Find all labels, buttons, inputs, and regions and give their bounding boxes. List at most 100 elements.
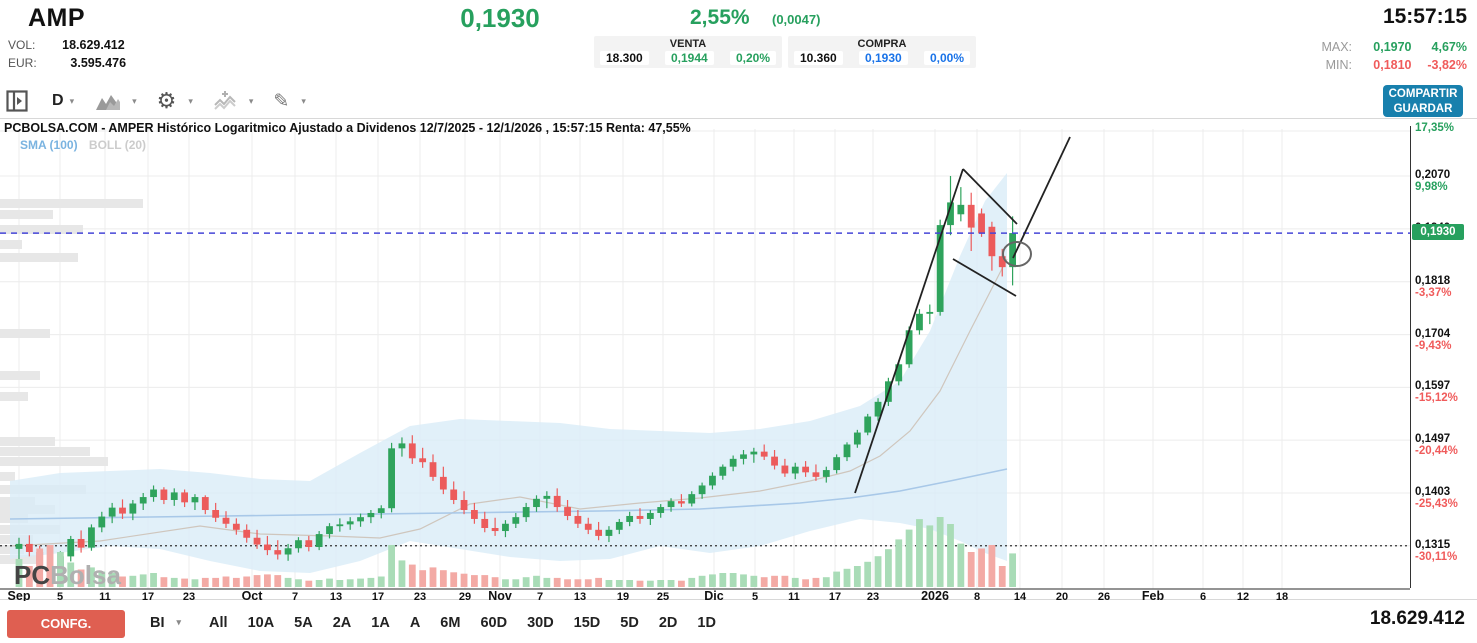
range-button-2A[interactable]: 2A (332, 615, 352, 631)
range-button-30D[interactable]: 30D (527, 615, 554, 631)
range-button-1D[interactable]: 1D (697, 615, 716, 631)
range-button-6M[interactable]: 6M (440, 615, 461, 631)
settings-gear-icon[interactable]: ⚙ (156, 88, 177, 113)
x-tick-label[interactable]: 2026 (921, 589, 949, 603)
legend-boll[interactable]: BOLL (20) (88, 138, 147, 152)
range-button-5A[interactable]: 5A (294, 615, 313, 631)
block-selector-caret-icon[interactable]: ▾ (176, 617, 182, 627)
candle-body (584, 523, 592, 530)
vol-label: VOL: (8, 38, 36, 52)
volume-bar (160, 577, 168, 587)
x-tick-label[interactable]: 17 (142, 591, 154, 603)
volume-profile-bar (0, 225, 83, 234)
x-tick-label[interactable]: 7 (537, 591, 543, 603)
share-save-button[interactable]: COMPARTIR GUARDAR (1383, 85, 1463, 117)
candle-body (522, 507, 530, 518)
candle-body (429, 462, 437, 477)
x-tick-label[interactable]: 18 (1276, 591, 1288, 603)
interval-selector[interactable]: D (52, 92, 64, 109)
x-tick-label[interactable]: Oct (242, 589, 264, 603)
volume-bar (295, 579, 302, 587)
volume-profile-bar (0, 472, 15, 481)
range-button-A[interactable]: A (409, 615, 421, 631)
candle-body (936, 225, 944, 312)
interval-caret-icon[interactable]: ▾ (69, 95, 75, 106)
panel-toggle-icon[interactable] (6, 90, 28, 112)
chart-type-icon[interactable] (96, 92, 121, 110)
chart-type-caret-icon[interactable]: ▾ (132, 95, 137, 106)
candle-body (419, 458, 427, 463)
x-tick-label[interactable]: 20 (1056, 591, 1068, 603)
x-tick-label[interactable]: 13 (330, 591, 342, 603)
x-tick-label[interactable]: Nov (488, 589, 512, 603)
x-tick-label[interactable]: 5 (752, 591, 758, 603)
volume-bar (864, 561, 872, 587)
add-indicator-icon[interactable] (213, 91, 237, 111)
x-tick-label[interactable]: 12 (1237, 591, 1249, 603)
volume-bar (967, 552, 975, 587)
range-button-2D[interactable]: 2D (658, 615, 678, 631)
x-tick-label[interactable]: 7 (292, 591, 298, 603)
x-tick-label[interactable]: 23 (867, 591, 879, 603)
volume-bar (336, 580, 344, 587)
circle-annotation[interactable] (1002, 241, 1032, 267)
x-tick-label[interactable]: 17 (829, 591, 841, 603)
range-selector: BI ▾ All 10A 5A 2A 1A A 6M 60D 30D 15D 5D 2D 1D (140, 610, 726, 636)
volume-profile-bar (0, 437, 55, 446)
candle-body (305, 540, 313, 548)
draw-caret-icon[interactable]: ▾ (301, 95, 306, 106)
trend-line[interactable] (962, 168, 1018, 225)
range-button-5D[interactable]: 5D (620, 615, 639, 631)
x-tick-label[interactable]: 23 (414, 591, 426, 603)
x-tick-label[interactable]: 26 (1098, 591, 1110, 603)
candle-body (67, 538, 75, 557)
trend-line[interactable] (952, 258, 1017, 297)
volume-bar (191, 579, 199, 587)
x-tick-label[interactable]: 14 (1014, 591, 1027, 603)
trend-line[interactable] (1012, 136, 1071, 259)
y-tick-label: 0,1403 -25,43% (1415, 485, 1458, 510)
range-button-60D[interactable]: 60D (480, 615, 508, 631)
candle-body (346, 521, 354, 525)
block-selector[interactable]: BI (150, 615, 165, 631)
x-tick-label[interactable]: 11 (788, 591, 800, 603)
x-tick-label[interactable]: 6 (1200, 591, 1206, 603)
candle-body (222, 517, 230, 524)
range-button-15D[interactable]: 15D (573, 615, 601, 631)
x-tick-label[interactable]: Dic (704, 589, 724, 603)
volume-bar (253, 575, 261, 587)
x-tick-label[interactable]: 8 (974, 591, 980, 603)
settings-caret-icon[interactable]: ▾ (188, 95, 193, 106)
range-button-1A[interactable]: 1A (371, 615, 390, 631)
range-button-All[interactable]: All (209, 615, 228, 631)
volume-bar (750, 575, 758, 587)
volume-bar (791, 577, 799, 587)
legend-sma[interactable]: SMA (100) (20, 138, 78, 152)
add-indicator-caret-icon[interactable]: ▾ (248, 95, 254, 106)
range-button-10A[interactable]: 10A (247, 615, 275, 631)
watermark: PCBolsa (14, 560, 121, 590)
config-button[interactable]: CONFG. (7, 610, 125, 638)
volume-bar (108, 573, 116, 587)
volume-bar (150, 573, 157, 587)
candle-body (243, 529, 251, 538)
x-tick-label[interactable]: 19 (617, 591, 629, 603)
trend-line[interactable] (854, 168, 964, 494)
x-tick-label[interactable]: 5 (57, 591, 63, 603)
candle-body (998, 256, 1006, 268)
x-tick-label[interactable]: 13 (574, 591, 586, 603)
x-tick-label[interactable]: 17 (372, 591, 384, 603)
chart-canvas[interactable]: PCBolsa Sep 5 11 17 23 Oct 7 13 17 23 29 Nov 7 13 19 25 D… (0, 118, 1477, 603)
x-tick-label[interactable]: Sep (8, 589, 31, 603)
x-tick-label[interactable]: 25 (657, 591, 669, 603)
x-tick-label[interactable]: 29 (459, 591, 471, 603)
draw-pencil-icon[interactable]: ✎ (273, 90, 290, 112)
price-axis[interactable]: 17,35%0,20709,98%0,19400,1818-3,37%0,170… (1410, 118, 1477, 600)
x-tick-label[interactable]: Feb (1142, 589, 1165, 603)
volume-bar (367, 577, 375, 587)
candle-body (388, 448, 395, 509)
x-tick-label[interactable]: 23 (183, 591, 195, 603)
candle-body (812, 472, 820, 477)
x-tick-label[interactable]: 11 (99, 591, 111, 603)
